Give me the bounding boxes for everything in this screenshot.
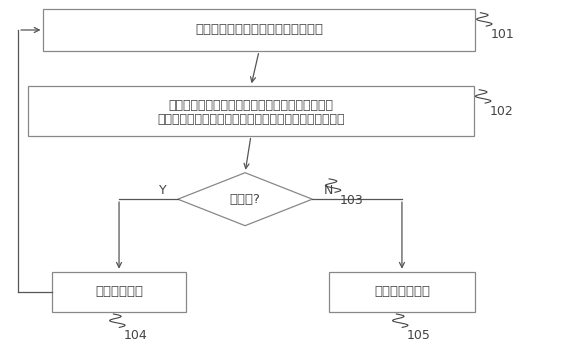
Text: N: N — [324, 184, 333, 197]
Text: 判定饮品不纯净: 判定饮品不纯净 — [374, 286, 430, 298]
Text: 相匹配?: 相匹配? — [230, 193, 261, 206]
Text: Y: Y — [159, 184, 167, 197]
FancyBboxPatch shape — [43, 9, 475, 51]
FancyBboxPatch shape — [329, 272, 475, 312]
Text: 104: 104 — [124, 329, 148, 342]
Text: 将实时重量数据与已存储的重量数据库进行比较，: 将实时重量数据与已存储的重量数据库进行比较， — [168, 99, 333, 112]
Text: 101: 101 — [491, 28, 515, 41]
Text: 105: 105 — [406, 329, 431, 342]
FancyBboxPatch shape — [52, 272, 186, 312]
Text: 判断实时重量数据是否与重量数据库中的重量数据相匹配: 判断实时重量数据是否与重量数据库中的重量数据相匹配 — [157, 113, 345, 126]
Polygon shape — [178, 173, 312, 226]
Text: 判定饮品纯净: 判定饮品纯净 — [95, 286, 143, 298]
Text: 获取饮品所在饮品架的实时重量数据: 获取饮品所在饮品架的实时重量数据 — [195, 23, 323, 37]
FancyBboxPatch shape — [28, 86, 473, 136]
Text: 103: 103 — [339, 194, 363, 207]
Text: 102: 102 — [490, 105, 513, 118]
